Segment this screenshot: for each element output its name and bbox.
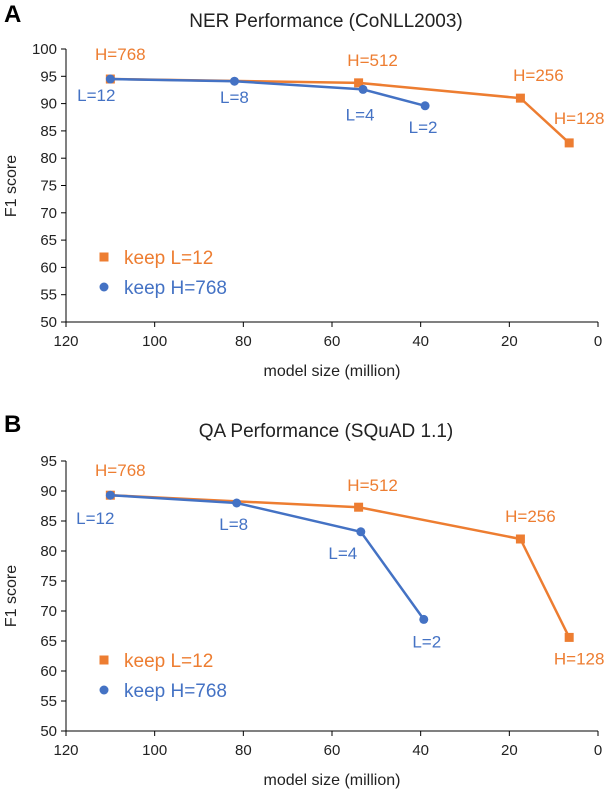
panel-b-legend-keep-l12-label: keep L=12 — [124, 651, 213, 672]
panel-b-series-keep-l12-point — [515, 534, 525, 544]
panel-b-point-label: L=2 — [412, 632, 441, 651]
panel-a-x-tick-label: 120 — [53, 333, 78, 350]
panel-b-y-tick-label: 70 — [40, 603, 57, 620]
panel-a-title: NER Performance (CoNLL2003) — [189, 11, 463, 32]
panel-a-x-tick-label: 60 — [324, 333, 341, 350]
panel-a-y-tick-label: 55 — [40, 287, 57, 304]
panel-a-y-label: F1 score — [3, 155, 20, 217]
panel-a-y-tick-label: 85 — [40, 123, 57, 140]
panel-a-point-label: H=768 — [95, 45, 146, 64]
panel-b-x-tick-label: 60 — [324, 742, 341, 759]
panel-a-point-label: L=8 — [220, 88, 249, 107]
panel-b-y-tick-label: 65 — [40, 633, 57, 650]
panel-a-series-keep-h768-point — [358, 84, 368, 94]
panel-b-series-keep-h768-line — [110, 493, 425, 621]
panel-b-point-label: L=8 — [219, 515, 248, 534]
panel-a-series — [105, 74, 574, 148]
panel-a-legend-keep-l12-marker — [99, 252, 109, 262]
panel-a-y-tick-label: 80 — [40, 150, 57, 167]
panel-a-point-label: L=2 — [409, 118, 438, 137]
panel-a-point-label: H=128 — [554, 109, 605, 128]
panel-a-series-keep-l12-point — [515, 93, 525, 103]
panel-b-y-ticks: 50 55 60 65 70 75 80 85 90 95 — [40, 453, 66, 740]
panel-a-y-tick-label: 50 — [40, 314, 57, 331]
panel-a-x-ticks: 120 100 80 60 40 20 0 — [53, 322, 602, 350]
panel-b-series — [105, 490, 574, 642]
panel-b-letter: B — [4, 411, 21, 438]
panel-a-point-label: L=4 — [346, 105, 375, 124]
panel-b-y-tick-label: 60 — [40, 663, 57, 680]
panel-a-legend-keep-h768-label: keep H=768 — [124, 278, 227, 299]
panel-b-point-labels: H=768 H=512 H=256 H=128 L=12 L=8 L=4 L=2 — [76, 461, 604, 668]
panel-a-series-keep-h768-point — [229, 76, 239, 86]
panel-b-series-keep-l12-line — [110, 493, 571, 638]
panel-b-series-keep-l12-point — [564, 632, 574, 642]
panel-b-x-tick-label: 0 — [594, 742, 602, 759]
panel-a-series-keep-l12-point — [564, 138, 574, 148]
panel-a-y-ticks: 50 55 60 65 70 75 80 85 90 95 100 — [32, 41, 66, 331]
panel-b-y-tick-label: 75 — [40, 573, 57, 590]
panel-a-point-labels: H=768 H=512 H=256 H=128 L=12 L=8 L=4 L=2 — [77, 45, 604, 137]
panel-b-y-tick-label: 85 — [40, 513, 57, 530]
panel-b-point-label: H=256 — [505, 507, 556, 526]
panel-b: B QA Performance (SQuAD 1.1) 120 100 80 60 4… — [3, 411, 604, 789]
panel-a-series-keep-h768-point — [420, 101, 430, 111]
panel-b-point-label: H=128 — [554, 649, 605, 668]
panel-b-series-keep-h768-point — [105, 490, 115, 500]
panel-b-legend-keep-h768-marker — [99, 685, 109, 695]
panel-a-y-tick-label: 100 — [32, 41, 57, 58]
panel-b-y-tick-label: 80 — [40, 543, 57, 560]
panel-a-legend-keep-h768-marker — [99, 282, 109, 292]
panel-a-legend-keep-l12-label: keep L=12 — [124, 248, 213, 269]
panel-b-y-tick-label: 50 — [40, 723, 57, 740]
panel-b-series-keep-h768-point — [356, 527, 366, 537]
panel-b-point-label: L=12 — [76, 509, 114, 528]
panel-a-x-tick-label: 80 — [235, 333, 252, 350]
panel-a-y-tick-label: 95 — [40, 68, 57, 85]
panel-a-x-tick-label: 100 — [142, 333, 167, 350]
panel-a-y-tick-label: 60 — [40, 259, 57, 276]
panel-a-y-tick-label: 90 — [40, 96, 57, 113]
panel-b-legend: keep L=12 keep H=768 — [99, 651, 227, 702]
panel-b-y-tick-label: 95 — [40, 453, 57, 470]
panel-a-y-tick-label: 65 — [40, 232, 57, 249]
panel-b-point-label: H=512 — [347, 476, 398, 495]
panel-b-x-tick-label: 100 — [142, 742, 167, 759]
panel-a-point-label: H=512 — [347, 51, 398, 70]
panel-b-legend-keep-l12-marker — [99, 655, 109, 665]
panel-a-y-tick-label: 75 — [40, 178, 57, 195]
panel-b-x-tick-label: 120 — [53, 742, 78, 759]
panel-a-letter: A — [4, 1, 21, 28]
panel-b-x-ticks: 120 100 80 60 40 20 0 — [53, 731, 602, 759]
panel-b-x-label: model size (million) — [264, 772, 401, 789]
panel-b-series-keep-h768-point — [419, 614, 429, 624]
panel-b-series-keep-h768-point — [232, 498, 242, 508]
panel-a-series-keep-h768-line — [110, 77, 426, 107]
panel-a-legend: keep L=12 keep H=768 — [99, 248, 227, 299]
panel-b-series-keep-l12-point — [354, 502, 364, 512]
panel-a-x-tick-label: 20 — [501, 333, 518, 350]
panel-b-y-tick-label: 55 — [40, 693, 57, 710]
panel-b-x-tick-label: 20 — [501, 742, 518, 759]
panel-b-point-label: H=768 — [95, 461, 146, 480]
panel-a-y-tick-label: 70 — [40, 205, 57, 222]
panel-b-x-tick-label: 40 — [412, 742, 429, 759]
panel-a: A NER Performance (CoNLL2003) 120 100 80 60… — [3, 1, 604, 380]
panel-a-x-tick-label: 40 — [412, 333, 429, 350]
panel-b-y-tick-label: 90 — [40, 483, 57, 500]
panel-b-y-label: F1 score — [3, 565, 20, 627]
panel-a-series-keep-l12-point — [354, 78, 364, 88]
panel-a-point-label: L=12 — [77, 86, 115, 105]
panel-a-x-label: model size (million) — [264, 363, 401, 380]
panel-a-x-tick-label: 0 — [594, 333, 602, 350]
panel-b-point-label: L=4 — [328, 544, 357, 563]
panel-b-x-tick-label: 80 — [235, 742, 252, 759]
panel-a-series-keep-h768-point — [105, 74, 115, 84]
panel-b-title: QA Performance (SQuAD 1.1) — [199, 421, 454, 442]
panel-a-point-label: H=256 — [513, 66, 564, 85]
panel-b-legend-keep-h768-label: keep H=768 — [124, 681, 227, 702]
